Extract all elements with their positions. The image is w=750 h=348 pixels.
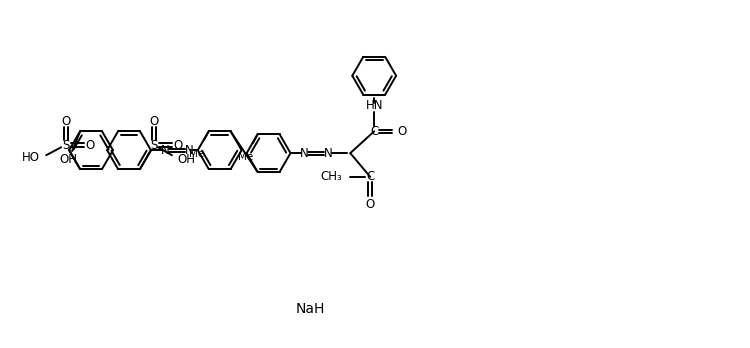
Text: O: O [398,125,406,138]
Text: O: O [149,115,158,128]
Text: OH: OH [59,152,77,166]
Text: O: O [365,198,375,211]
Text: N: N [160,144,170,157]
Text: Me: Me [189,149,205,159]
Text: O: O [173,139,182,152]
Text: N: N [300,147,309,160]
Text: N: N [324,147,333,160]
Text: O: O [86,139,94,152]
Text: N: N [184,144,194,157]
Text: NaH: NaH [296,302,325,316]
Text: C: C [370,125,378,138]
Text: Me: Me [238,152,254,162]
Text: HN: HN [365,99,383,112]
Text: S: S [150,139,158,152]
Text: OH: OH [178,153,196,166]
Text: CH₃: CH₃ [320,171,342,183]
Text: O: O [62,115,70,128]
Text: C: C [366,171,374,183]
Text: HO: HO [22,151,40,164]
Text: S: S [62,139,70,152]
